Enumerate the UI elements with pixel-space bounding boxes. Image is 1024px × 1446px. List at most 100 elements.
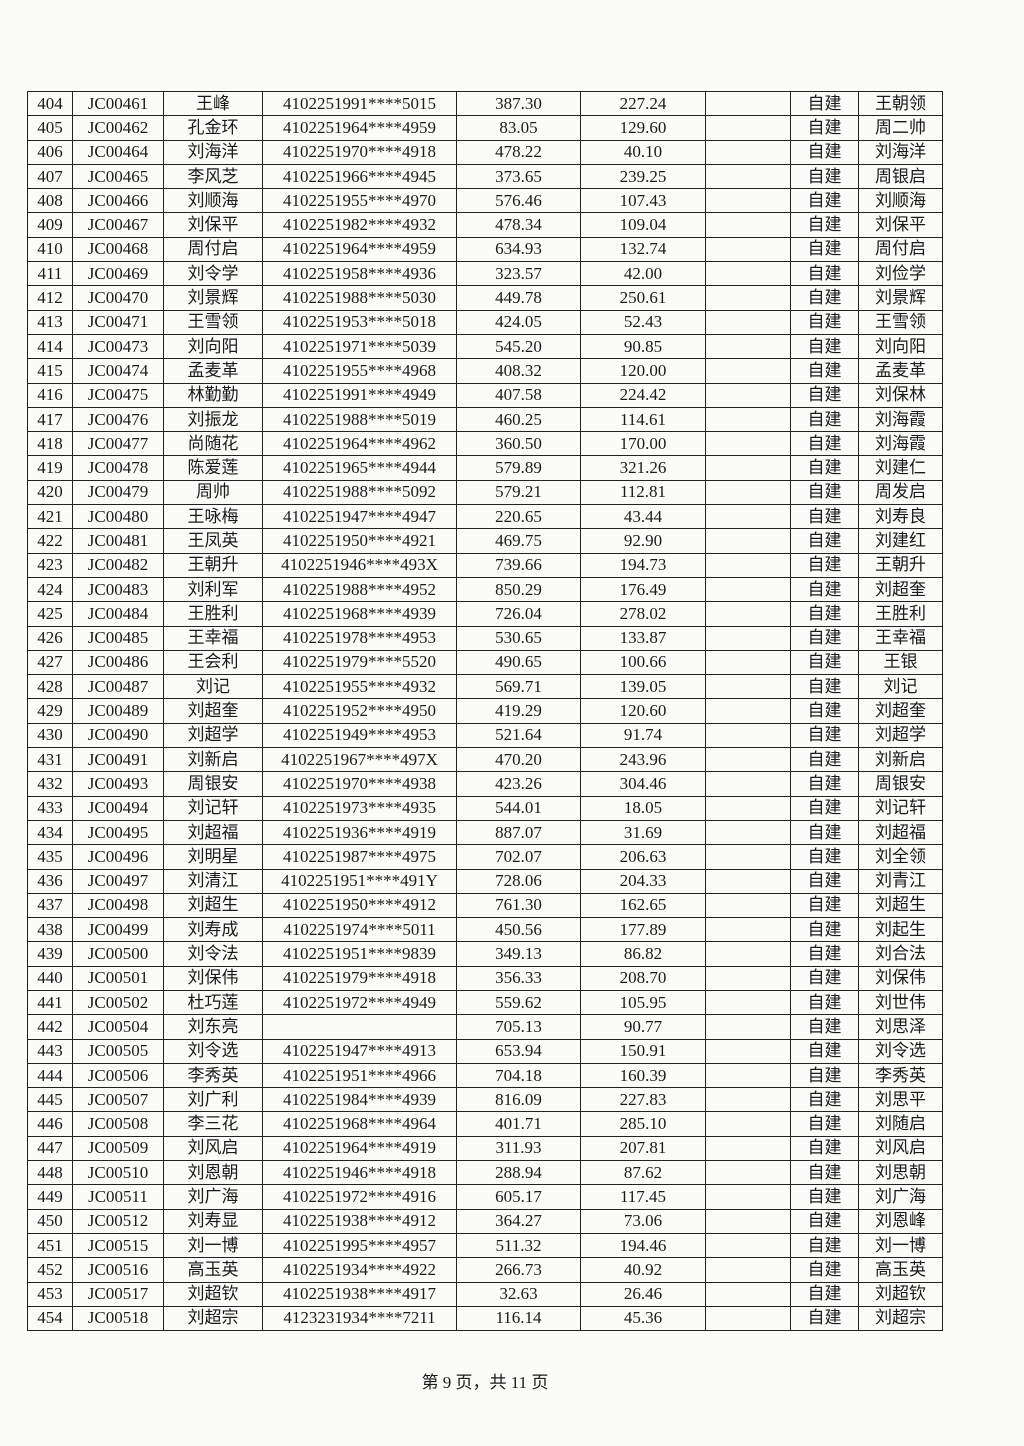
table-cell: 373.65 — [456, 163, 581, 190]
table-row: 438 JC00499 刘寿成 4102251974****5011 450.56 177… — [27, 917, 943, 943]
table-cell: 438 — [27, 917, 73, 943]
table-cell: JC00484 — [72, 601, 164, 627]
table-cell: 4102251964****4919 — [262, 1135, 457, 1162]
table-cell: 705.13 — [456, 1014, 581, 1040]
table-row: 410 JC00468 周付启 4102251964****4959 634.93 132… — [27, 236, 943, 263]
table-cell: 4102251955****4968 — [262, 358, 457, 384]
table-cell: 107.43 — [580, 188, 706, 214]
table-row: 419 JC00478 陈爱莲 4102251965****4944 579.89 321… — [27, 455, 943, 481]
table-cell: 刘保伟 — [858, 965, 943, 991]
table-cell: 490.65 — [456, 649, 581, 676]
table-cell: 579.21 — [456, 479, 581, 506]
table-cell: 刘向阳 — [858, 333, 943, 360]
table-cell: 224.42 — [580, 382, 706, 408]
table-cell — [705, 1135, 791, 1162]
table-row: 436 JC00497 刘清江 4102251951****491Y 728.06 204… — [27, 868, 943, 894]
table-cell: 周二帅 — [858, 115, 943, 141]
table-cell: 刘记 — [163, 674, 263, 700]
table-cell: 435 — [27, 844, 73, 870]
table-cell: 刘超福 — [163, 819, 263, 846]
table-row: 434 JC00495 刘超福 4102251936****4919 887.07 31.… — [27, 819, 943, 846]
table-cell: 刘向阳 — [163, 333, 263, 360]
table-cell: 278.02 — [580, 601, 706, 627]
table-cell: 4102251970****4918 — [262, 139, 457, 165]
table-cell: 32.63 — [456, 1281, 581, 1307]
table-cell: 4102251936****4919 — [262, 819, 457, 846]
table-cell: 刘超奎 — [858, 576, 943, 603]
table-cell: 刘超奎 — [858, 698, 943, 724]
table-cell: 26.46 — [580, 1281, 706, 1307]
table-cell: 411 — [27, 261, 73, 287]
table-row: 445 JC00507 刘广利 4102251984****4939 816.09 227… — [27, 1087, 943, 1113]
table-cell: 530.65 — [456, 625, 581, 651]
table-cell: 王幸福 — [163, 625, 263, 651]
table-cell: JC00487 — [72, 674, 164, 700]
table-cell: 周发启 — [858, 479, 943, 506]
table-cell: 王峰 — [163, 90, 263, 117]
table-cell: JC00517 — [72, 1281, 164, 1307]
table-cell: 自建 — [790, 747, 859, 773]
table-cell: 92.90 — [580, 528, 706, 554]
table-cell: 349.13 — [456, 941, 581, 967]
table-cell: 刘超福 — [858, 819, 943, 846]
table-cell: 刘思泽 — [858, 1014, 943, 1040]
table-cell: 544.01 — [456, 795, 581, 821]
table-cell: 18.05 — [580, 795, 706, 821]
table-cell: 478.22 — [456, 139, 581, 165]
table-cell: 469.75 — [456, 528, 581, 554]
table-cell: 401.71 — [456, 1111, 581, 1137]
table-cell: 自建 — [790, 965, 859, 991]
table-cell: 自建 — [790, 698, 859, 724]
table-cell: 726.04 — [456, 601, 581, 627]
table-cell — [705, 90, 791, 117]
table-cell: 自建 — [790, 722, 859, 749]
page-footer: 第 9 页，共 11 页 — [421, 1373, 549, 1392]
table-cell: 422 — [27, 528, 73, 554]
table-cell: 自建 — [790, 795, 859, 821]
table-cell: JC00466 — [72, 188, 164, 214]
table-cell: 陈爱莲 — [163, 455, 263, 481]
table-cell: 自建 — [790, 115, 859, 141]
table-cell — [705, 1281, 791, 1307]
table-row: 428 JC00487 刘记 4102251955****4932 569.71 139.… — [27, 674, 943, 700]
table-cell: 4102251991****5015 — [262, 90, 457, 117]
table-cell: 4102251973****4935 — [262, 795, 457, 821]
table-cell: 刘思朝 — [858, 1160, 943, 1186]
table-cell: 453 — [27, 1281, 73, 1307]
table-cell — [705, 1208, 791, 1234]
table-cell: 自建 — [790, 285, 859, 311]
table-cell: 415 — [27, 358, 73, 384]
table-cell: 426 — [27, 625, 73, 651]
table-cell: 266.73 — [456, 1257, 581, 1283]
table-cell: 4102251968****4939 — [262, 601, 457, 627]
table-cell: JC00493 — [72, 771, 164, 797]
table-cell: 李风芝 — [163, 163, 263, 190]
table-cell: 450 — [27, 1208, 73, 1234]
table-cell: 刘随启 — [858, 1111, 943, 1137]
table-cell: 129.60 — [580, 115, 706, 141]
table-cell: JC00491 — [72, 747, 164, 773]
table-cell: 86.82 — [580, 941, 706, 967]
table-cell: 410 — [27, 236, 73, 263]
table-cell — [705, 649, 791, 676]
table-cell: 460.25 — [456, 406, 581, 433]
table-cell: 739.66 — [456, 552, 581, 578]
table-cell: 4102251946****493X — [262, 552, 457, 578]
table-cell: 91.74 — [580, 722, 706, 749]
table-cell: 自建 — [790, 892, 859, 919]
table-cell: 高玉英 — [858, 1257, 943, 1283]
table-cell — [705, 892, 791, 919]
table-cell: 412 — [27, 285, 73, 311]
table-cell: 445 — [27, 1087, 73, 1113]
table-row: 435 JC00496 刘明星 4102251987****4975 702.07 206… — [27, 844, 943, 870]
table-cell: JC00467 — [72, 212, 164, 238]
table-cell: JC00505 — [72, 1038, 164, 1064]
table-cell: 刘令学 — [163, 261, 263, 287]
table-cell: 刘超宗 — [163, 1305, 263, 1332]
table-cell — [705, 674, 791, 700]
table-cell: 424 — [27, 576, 73, 603]
table-cell: 自建 — [790, 819, 859, 846]
table-cell: JC00500 — [72, 941, 164, 967]
table-cell: 4102251988****5019 — [262, 406, 457, 433]
table-cell: 4102251964****4962 — [262, 431, 457, 457]
